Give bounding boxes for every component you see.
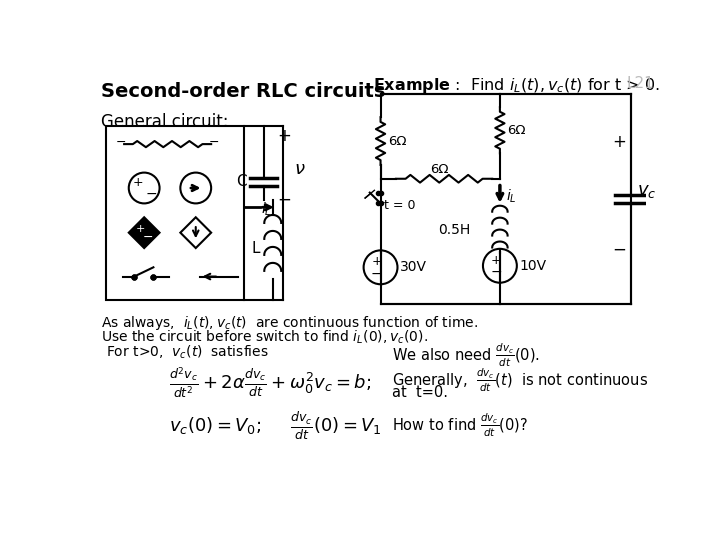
Text: −: − bbox=[490, 265, 502, 279]
Text: Second-order RLC circuits: Second-order RLC circuits bbox=[101, 82, 385, 101]
Text: For t>0,  $v_c(t)$  satisfies: For t>0, $v_c(t)$ satisfies bbox=[106, 343, 269, 361]
Text: −: − bbox=[277, 191, 291, 208]
Text: We also need $\frac{dv_c}{dt}(0)$.: We also need $\frac{dv_c}{dt}(0)$. bbox=[392, 342, 540, 369]
Text: +: + bbox=[135, 224, 145, 234]
Text: $\frac{d^2v_c}{dt^2} + 2\alpha\frac{dv_c}{dt} + \omega_0^2 v_c = b$;: $\frac{d^2v_c}{dt^2} + 2\alpha\frac{dv_c… bbox=[168, 365, 371, 401]
Text: $v_c(0) = V_0$;     $\frac{dv_c}{dt}(0) = V_1$: $v_c(0) = V_0$; $\frac{dv_c}{dt}(0) = V_… bbox=[168, 410, 382, 442]
Text: t = 0: t = 0 bbox=[384, 199, 416, 212]
Text: 30V: 30V bbox=[400, 260, 427, 274]
Text: +: + bbox=[372, 255, 382, 268]
Text: −: − bbox=[208, 136, 219, 149]
Text: 6Ω: 6Ω bbox=[508, 124, 526, 137]
Text: +: + bbox=[277, 127, 291, 145]
Text: +: + bbox=[132, 176, 143, 189]
Text: L21: L21 bbox=[627, 76, 654, 91]
Text: +: + bbox=[612, 133, 626, 151]
Text: −: − bbox=[145, 187, 157, 201]
Polygon shape bbox=[180, 217, 211, 248]
Text: Generally,  $\frac{dv_c}{dt}(t)$  is not continuous: Generally, $\frac{dv_c}{dt}(t)$ is not c… bbox=[392, 367, 648, 394]
Text: General circuit:: General circuit: bbox=[101, 112, 228, 131]
Text: L: L bbox=[252, 240, 261, 255]
Text: How to find $\frac{dv_c}{dt}(0)$?: How to find $\frac{dv_c}{dt}(0)$? bbox=[392, 411, 528, 438]
Polygon shape bbox=[129, 217, 160, 248]
Text: 0.5H: 0.5H bbox=[438, 222, 471, 237]
Text: −: − bbox=[143, 231, 153, 244]
Text: +: + bbox=[491, 254, 501, 267]
Text: Use the circuit before switch to find $i_L(0), v_c(0)$.: Use the circuit before switch to find $i… bbox=[101, 328, 428, 346]
Text: $i_L$: $i_L$ bbox=[506, 188, 517, 205]
Text: 6Ω: 6Ω bbox=[388, 136, 407, 148]
Text: $\nu$: $\nu$ bbox=[294, 160, 305, 178]
Text: 6Ω: 6Ω bbox=[431, 163, 449, 176]
Text: As always,  $i_L(t), v_c(t)$  are continuous function of time.: As always, $i_L(t), v_c(t)$ are continuo… bbox=[101, 314, 478, 332]
Text: −: − bbox=[612, 241, 626, 259]
Text: $\mathbf{Example}$ :  Find $i_L(t), v_c(t)$ for t > 0.: $\mathbf{Example}$ : Find $i_L(t), v_c(t… bbox=[373, 76, 660, 96]
Text: at  t=0.: at t=0. bbox=[392, 385, 448, 400]
Text: C: C bbox=[236, 174, 246, 190]
Text: −: − bbox=[371, 266, 382, 280]
Text: −: − bbox=[116, 136, 126, 149]
Text: 10V: 10V bbox=[519, 259, 546, 273]
Bar bbox=[106, 126, 244, 300]
Text: $v_c$: $v_c$ bbox=[637, 182, 657, 200]
Text: $i_L$: $i_L$ bbox=[261, 201, 272, 218]
